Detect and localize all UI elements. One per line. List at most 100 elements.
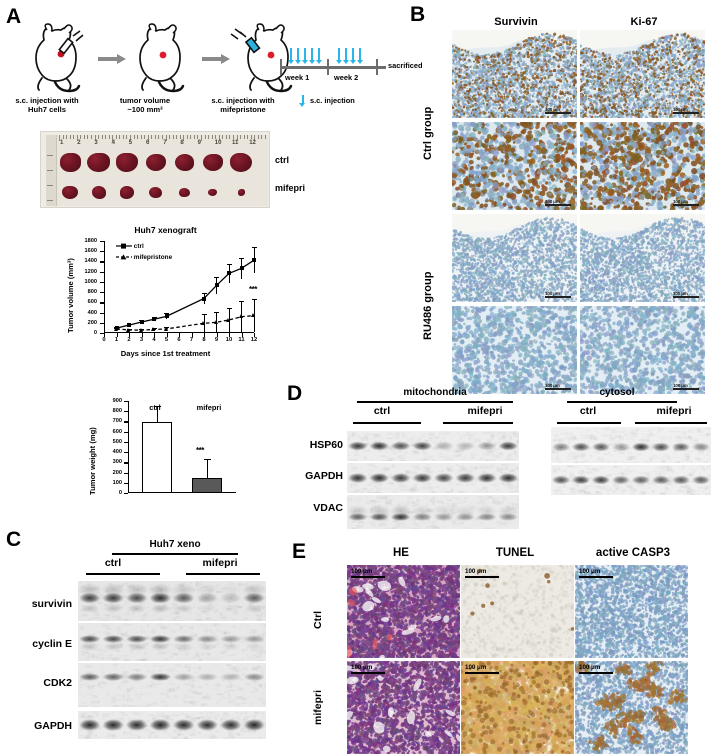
growth-error-bar <box>141 328 143 332</box>
panel-e-column-tunel: TUNEL <box>495 547 535 559</box>
injection-arrowhead <box>309 60 315 64</box>
ruler-tick <box>215 135 217 139</box>
ihc-image: 100 μm <box>580 306 705 394</box>
ruler-v-tick <box>47 185 53 186</box>
growth-y-tick-label: 1000 <box>84 278 97 285</box>
ruler-tick <box>122 135 124 139</box>
growth-x-tick <box>154 333 156 337</box>
timeline-tick-mid <box>327 59 329 75</box>
panel-d-blot-mito-vdac <box>347 495 519 529</box>
ruler-tick <box>137 135 139 139</box>
ruler-number: 8 <box>180 140 184 146</box>
weight-y-tick-label: 900 <box>112 398 122 404</box>
injection-legend-label: s.c. injection <box>310 96 355 105</box>
injection-arrowhead <box>350 60 356 64</box>
panel-c-blot-gapdh <box>78 711 266 739</box>
scale-bar-label: 100 μm <box>351 568 373 575</box>
ruler-number: 12 <box>249 140 256 146</box>
weight-bar <box>192 477 222 493</box>
growth-data-point <box>138 327 143 332</box>
growth-line-ctrl <box>116 259 254 329</box>
growth-y-tick <box>100 281 104 284</box>
injection-arrow <box>297 48 299 61</box>
growth-x-tick <box>241 333 243 337</box>
ruler-v-tick <box>47 170 53 171</box>
ruler-tick <box>243 135 245 139</box>
weight-y-tick <box>124 401 128 403</box>
scale-bar-line <box>351 575 385 578</box>
panel-c-blot-cdk2 <box>78 663 266 707</box>
tumor-specimen <box>91 186 106 199</box>
growth-data-point <box>213 320 218 325</box>
step-caption-2: tumor volume ~100 mm³ <box>119 96 171 115</box>
growth-x-tick <box>116 333 118 337</box>
ruler-tick <box>98 135 100 139</box>
growth-y-tick-label: 1200 <box>84 268 97 275</box>
growth-error-bar <box>141 320 143 324</box>
growth-x-tick <box>129 333 131 337</box>
growth-error-bar <box>228 307 230 333</box>
weight-error-cap <box>204 458 211 460</box>
weight-error-bar <box>156 405 158 423</box>
growth-data-point <box>201 321 206 326</box>
growth-error-cap <box>164 313 169 315</box>
tumor-specimen <box>59 153 81 172</box>
week1-label: week 1 <box>285 73 310 82</box>
growth-x-tick-label: 12 <box>250 337 258 343</box>
growth-x-tick <box>204 333 206 337</box>
ruler-tick <box>247 135 249 139</box>
weight-y-tick-label: 300 <box>112 459 122 466</box>
panel-d-letter: D <box>287 382 303 405</box>
ihc-image: 100 μm <box>452 30 577 118</box>
growth-y-tick <box>100 292 104 294</box>
weight-y-tick-label: 700 <box>112 418 122 425</box>
growth-error-cap <box>251 246 257 248</box>
growth-x-tick <box>166 333 168 337</box>
scale-bar: 100 μm <box>673 291 701 298</box>
ruler-number: 6 <box>146 140 150 146</box>
panel-c: C Huh7 xeno ctrl mifepri survivin cyclin… <box>0 525 290 755</box>
growth-significance-annotation: *** <box>249 285 257 295</box>
ruler-tick <box>229 135 231 139</box>
ruler-tick <box>140 135 142 139</box>
weight-y-tick-label: 100 <box>112 479 122 486</box>
scale-bar-label: 100 μm <box>673 382 688 388</box>
tumor-specimen <box>120 186 134 199</box>
panel-a: A <box>0 0 423 530</box>
growth-y-tick-label: 1800 <box>84 238 97 244</box>
panel-c-group-ctrl: ctrl <box>104 557 122 569</box>
weight-significance-annotation: *** <box>196 445 204 455</box>
experiment-schematic <box>14 20 314 95</box>
weight-y-tick-label: 800 <box>112 408 122 415</box>
injection-arrowhead <box>288 60 294 64</box>
panel-d-rule-mitochondria <box>357 401 513 403</box>
growth-y-tick <box>100 333 104 335</box>
growth-error-bar <box>241 258 243 279</box>
ruler-number: 4 <box>111 140 115 146</box>
ruler-tick <box>126 135 128 139</box>
panel-d-protein-gapdh: GAPDH <box>305 470 343 482</box>
week2-label: week 2 <box>334 73 359 82</box>
growth-x-tick-label: 4 <box>152 337 156 343</box>
scale-bar: 100 μm <box>545 383 573 390</box>
growth-error-bar <box>153 316 155 322</box>
growth-data-point <box>151 327 156 332</box>
histology-image: 100 μm <box>461 661 574 754</box>
growth-error-bar <box>153 327 155 332</box>
histology-image: 100 μm <box>575 661 688 754</box>
growth-error-bar <box>203 314 205 333</box>
growth-y-tick <box>100 261 104 263</box>
tumor-photograph: 1 2 3 4 5 6 7 8 9 10 11 12 <box>40 131 270 208</box>
weight-y-tick <box>124 482 128 484</box>
arrow-icon-1 <box>98 54 126 64</box>
weight-category-ctrl: ctrl <box>149 403 161 412</box>
weight-y-tick <box>124 462 128 464</box>
sacrificed-label: sacrificed <box>388 61 423 70</box>
growth-y-tick-label: 800 <box>87 289 97 296</box>
mouse-illustration-1 <box>22 22 90 93</box>
panel-d-rule-cyto-ctrl <box>557 422 621 424</box>
panel-d-group-mito-ctrl: ctrl <box>373 405 391 417</box>
growth-chart-title: Huh7 xenograft <box>134 225 197 235</box>
scale-bar-line <box>465 671 499 674</box>
growth-x-axis <box>104 331 254 333</box>
